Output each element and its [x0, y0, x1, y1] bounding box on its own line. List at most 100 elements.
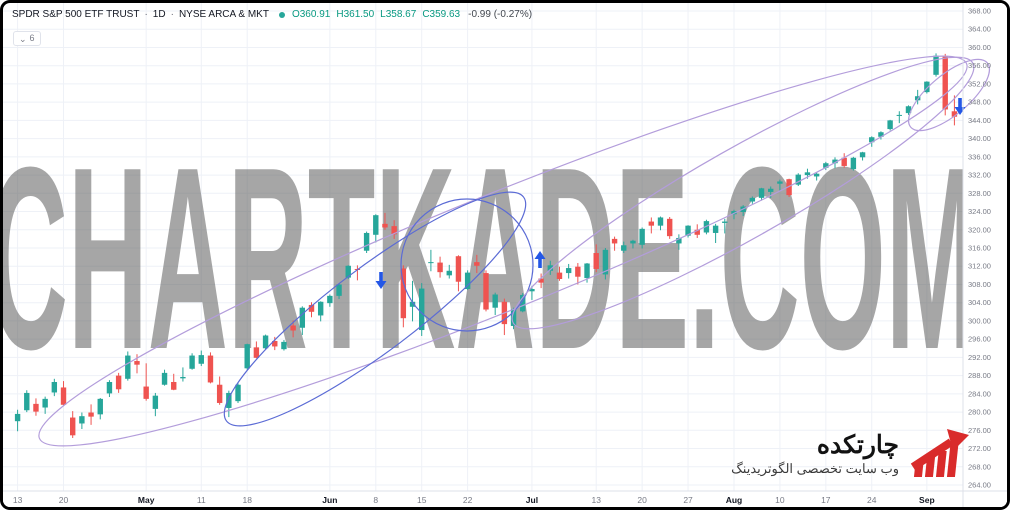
svg-text:280.00: 280.00	[968, 408, 991, 417]
svg-text:22: 22	[463, 495, 473, 505]
candle	[290, 320, 296, 338]
candle	[455, 255, 462, 292]
candle	[869, 136, 875, 147]
svg-text:328.00: 328.00	[968, 189, 991, 198]
ellipse-drawing[interactable]	[400, 198, 534, 332]
interval-label[interactable]: 1D	[152, 9, 166, 20]
svg-text:364.00: 364.00	[968, 25, 991, 34]
candle	[428, 249, 434, 272]
svg-text:316.00: 316.00	[968, 244, 991, 253]
time-axis-bg	[3, 491, 1007, 507]
svg-text:308.00: 308.00	[968, 280, 991, 289]
ellipse-drawing[interactable]	[18, 10, 989, 492]
svg-text:24: 24	[867, 495, 877, 505]
candle	[538, 273, 544, 289]
candle	[823, 161, 829, 171]
svg-text:13: 13	[13, 495, 23, 505]
candle	[327, 294, 333, 307]
candle	[630, 239, 636, 249]
candle	[161, 369, 168, 386]
brand-name: چارتکده	[816, 431, 899, 460]
legend-badge[interactable]: ⌄ 6	[13, 31, 41, 46]
candle	[924, 81, 930, 94]
up-arrow[interactable]	[534, 251, 546, 268]
ellipse-drawing[interactable]	[491, 24, 995, 362]
svg-text:18: 18	[242, 495, 252, 505]
svg-text:11: 11	[197, 495, 206, 505]
candle	[731, 209, 737, 220]
brand-tagline: وب سایت تخصصی الگوتریدینگ	[731, 460, 899, 476]
candle	[409, 280, 416, 322]
status-dot-icon	[278, 11, 285, 18]
exchange-label: NYSE ARCA & MKT	[178, 9, 269, 20]
svg-text:356.00: 356.00	[968, 61, 991, 70]
svg-text:344.00: 344.00	[968, 116, 991, 125]
candle	[115, 372, 122, 393]
svg-text:268.00: 268.00	[968, 462, 991, 471]
candle	[520, 293, 526, 313]
svg-text:352.00: 352.00	[968, 79, 991, 88]
symbol-title[interactable]: SPDR S&P 500 ETF TRUST	[12, 9, 140, 20]
svg-text:332.00: 332.00	[968, 171, 991, 180]
brand-texts: چارتکده وب سایت تخصصی الگوتریدینگ	[731, 431, 899, 477]
svg-text:272.00: 272.00	[968, 444, 991, 453]
candle	[97, 397, 103, 420]
candle	[878, 131, 884, 140]
chart-pane[interactable]: CHARTKADE.COM 368.00 364.00 360.00 356.00 352…	[3, 3, 1010, 510]
down-arrow[interactable]	[375, 272, 387, 289]
svg-text:Jun: Jun	[322, 495, 337, 505]
candle	[648, 217, 655, 234]
svg-text:300.00: 300.00	[968, 316, 991, 325]
svg-text:20: 20	[637, 495, 647, 505]
ohlc-high: H361.50	[336, 9, 375, 20]
candle	[464, 270, 471, 290]
price-change: -0.99 (-0.27%)	[468, 9, 533, 20]
candle	[777, 179, 783, 191]
candle	[722, 218, 728, 234]
svg-text:324.00: 324.00	[968, 207, 991, 216]
candle	[299, 306, 306, 336]
svg-text:8: 8	[373, 495, 378, 505]
svg-text:336.00: 336.00	[968, 152, 991, 161]
candle	[125, 351, 131, 381]
separator: ·	[170, 9, 174, 20]
candle	[391, 220, 397, 239]
candle	[933, 53, 939, 77]
candle	[88, 404, 94, 425]
time-axis[interactable]: 13 20 May 11 18 Jun 8 15 22 Jul 13 20 27 Aug 10 17 24 Sep	[3, 490, 1010, 505]
price-axis[interactable]: 368.00 364.00 360.00 356.00 352.00 348.00 344.…	[962, 3, 991, 510]
svg-text:15: 15	[417, 495, 427, 505]
svg-text:304.00: 304.00	[968, 298, 991, 307]
candle	[419, 283, 425, 336]
candle	[42, 396, 48, 414]
candle	[593, 244, 599, 273]
candle	[24, 390, 30, 413]
candle	[382, 212, 388, 230]
legend-badge-count: 6	[29, 33, 35, 43]
candle	[33, 398, 39, 416]
candle	[712, 223, 719, 243]
ellipse-drawing[interactable]	[201, 164, 549, 455]
drawings-layer[interactable]	[18, 10, 1000, 492]
candle	[676, 234, 682, 250]
candle	[602, 248, 609, 280]
candle	[547, 260, 553, 275]
candle	[795, 173, 801, 187]
candle	[180, 367, 186, 382]
chevron-down-icon: ⌄	[19, 33, 27, 44]
candle	[492, 292, 498, 315]
candle	[281, 340, 287, 351]
svg-text:13: 13	[591, 495, 601, 505]
candle	[474, 254, 480, 274]
symbol-legend[interactable]: SPDR S&P 500 ETF TRUST · 1D · NYSE ARCA …	[12, 9, 532, 20]
candle	[556, 266, 563, 281]
candle	[262, 334, 269, 350]
svg-text:CHARTKADE.COM: CHARTKADE.COM	[3, 114, 978, 404]
candle	[198, 350, 204, 367]
candle	[758, 187, 765, 201]
svg-text:17: 17	[821, 495, 831, 505]
candle	[446, 264, 452, 279]
watermark: CHARTKADE.COM	[3, 114, 978, 404]
candle	[134, 354, 140, 374]
